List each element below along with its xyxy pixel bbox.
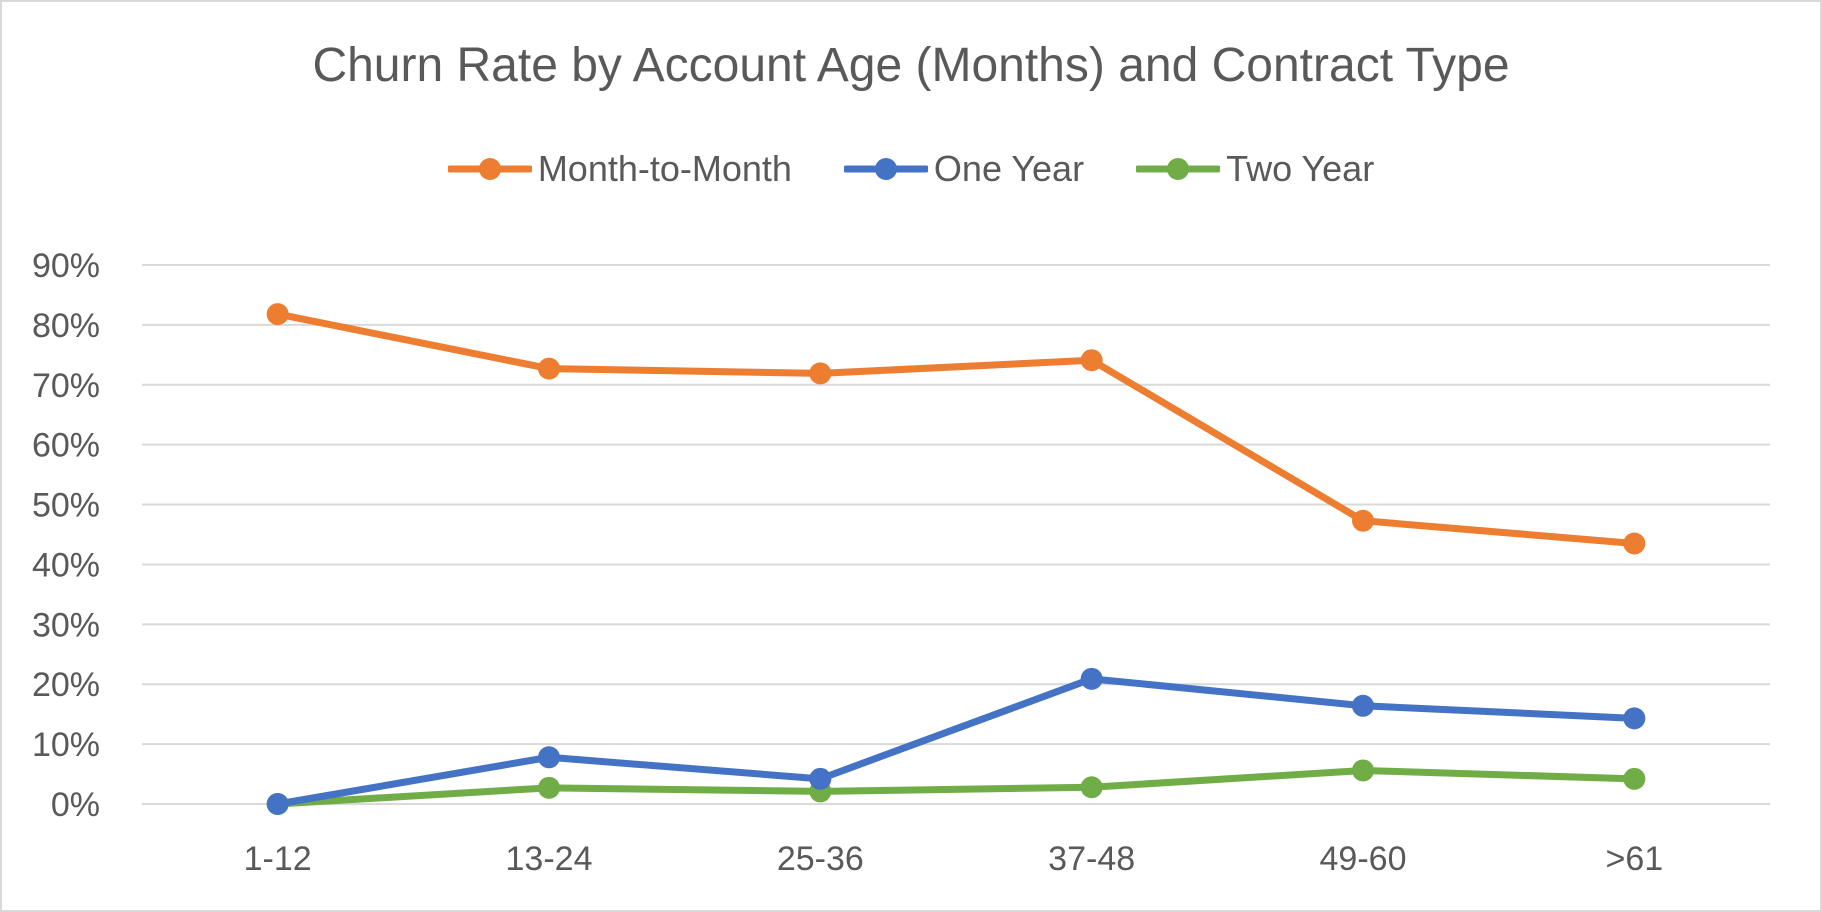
chart-title: Churn Rate by Account Age (Months) and C… (312, 39, 1510, 92)
y-tick-label-3: 30% (32, 606, 100, 644)
data-point-month-to-month-2 (809, 362, 832, 385)
legend-item-two-year: Two Year (1136, 148, 1374, 190)
data-point-one-year-3 (1080, 667, 1103, 690)
x-tick-label-2: 25-36 (777, 840, 864, 878)
data-point-one-year-0 (266, 793, 289, 815)
data-point-one-year-4 (1352, 694, 1374, 717)
data-point-month-to-month-5 (1623, 532, 1646, 555)
legend-item-month-to-month: Month-to-Month (447, 148, 792, 190)
x-tick-label-1: 13-24 (506, 840, 593, 878)
y-tick-label-7: 70% (32, 367, 100, 405)
series-line-two-year (274, 766, 1638, 808)
legend-label-month-to-month: Month-to-Month (537, 148, 792, 189)
y-tick-label-4: 40% (32, 546, 100, 584)
data-point-one-year-2 (809, 767, 832, 790)
y-tick-label-0: 0% (51, 786, 100, 824)
legend-item-one-year: One Year (843, 148, 1085, 190)
x-tick-label-5: >61 (1605, 840, 1663, 878)
data-point-month-to-month-3 (1080, 349, 1103, 372)
y-tick-label-5: 50% (32, 487, 100, 525)
y-tick-label-2: 20% (32, 666, 100, 704)
data-point-two-year-1 (538, 776, 560, 799)
data-point-month-to-month-4 (1352, 509, 1374, 532)
legend-marker-two-year (1136, 158, 1221, 180)
legend-marker-one-year (843, 158, 928, 180)
y-tick-label-8: 80% (32, 307, 100, 345)
y-tick-label-1: 10% (32, 726, 100, 764)
x-tick-label-3: 37-48 (1048, 840, 1135, 878)
data-point-two-year-3 (1080, 776, 1103, 799)
data-point-month-to-month-1 (538, 357, 560, 380)
legend-marker-month-to-month (447, 158, 532, 180)
data-point-one-year-1 (538, 746, 560, 769)
series-line-one-year (274, 675, 1638, 808)
legend-label-one-year: One Year (933, 148, 1085, 189)
legend-label-two-year: Two Year (1226, 148, 1375, 189)
data-point-month-to-month-0 (266, 303, 289, 326)
y-tick-label-9: 90% (32, 247, 100, 285)
x-tick-label-0: 1-12 (244, 840, 312, 878)
data-point-two-year-4 (1352, 759, 1374, 782)
data-point-one-year-5 (1623, 707, 1646, 730)
y-tick-label-6: 60% (32, 427, 100, 465)
series-line-month-to-month (274, 310, 1638, 547)
data-point-two-year-5 (1623, 767, 1646, 790)
x-tick-label-4: 49-60 (1320, 840, 1407, 878)
chart-legend: Month-to-Month One Year Two Year (0, 148, 1822, 190)
